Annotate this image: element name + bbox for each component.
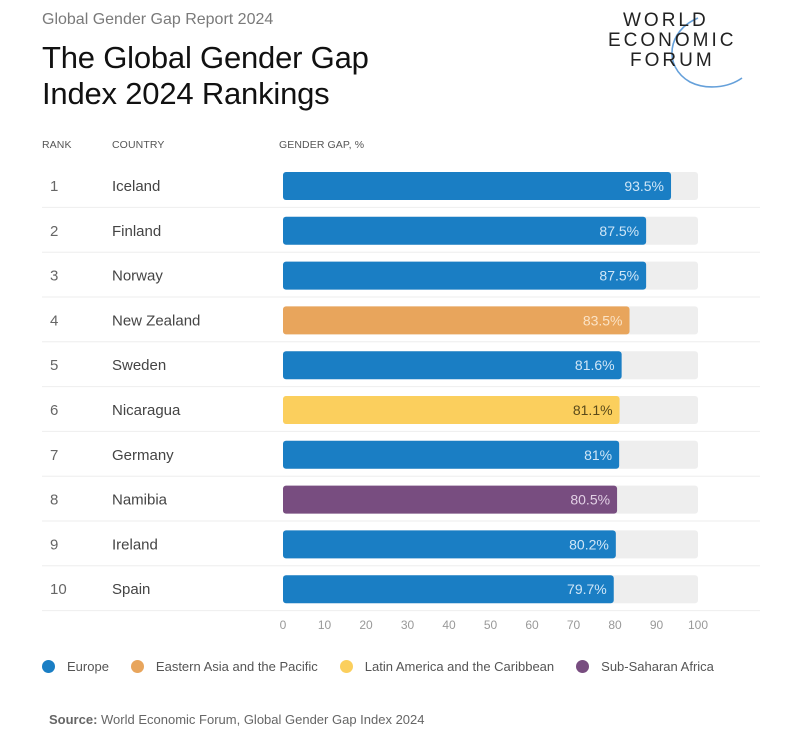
- bar-namibia: [283, 485, 618, 514]
- country-label: Ireland: [112, 536, 158, 553]
- x-tick-label: 40: [442, 618, 456, 632]
- rank-label: 8: [50, 492, 58, 509]
- rank-label: 7: [50, 447, 58, 464]
- logo-line-1: WORLD: [623, 10, 709, 31]
- bar-value-label: 80.5%: [570, 492, 610, 508]
- rank-label: 4: [50, 312, 58, 329]
- bar-chart: 1 Iceland 93.5% 2 Finland 87.5% 3 Norway 87.5% 4 N…: [42, 172, 760, 632]
- legend-dot-icon: [130, 660, 144, 673]
- x-tick-label: 30: [401, 618, 415, 632]
- bar-value-label: 87.5%: [599, 268, 639, 284]
- column-header-rank: RANK: [42, 139, 72, 151]
- country-label: Sweden: [112, 357, 166, 374]
- country-label: Nicaragua: [112, 402, 181, 419]
- legend-item-ssa: Sub-Saharan Africa: [576, 659, 714, 674]
- bar-finland: [283, 216, 647, 245]
- legend-label: Europe: [67, 659, 109, 674]
- country-label: Norway: [112, 268, 163, 285]
- x-tick-label: 10: [318, 618, 332, 632]
- bar-germany: [283, 440, 620, 469]
- chart-title-line-2: Index 2024 Rankings: [42, 76, 330, 111]
- bar-iceland: [283, 172, 672, 200]
- chart-title: The Global Gender Gap Index 2024 Ranking…: [42, 40, 369, 112]
- bar-norway: [283, 261, 647, 290]
- logo-line-2: ECONOMIC: [608, 30, 737, 51]
- bar-nicaragua: [283, 396, 620, 424]
- bar-sweden: [283, 351, 622, 380]
- x-tick-label: 60: [525, 618, 539, 632]
- bar-value-label: 83.5%: [583, 312, 623, 328]
- legend-item-europe: Europe: [42, 659, 109, 674]
- source-note: Source: World Economic Forum, Global Gen…: [49, 712, 425, 727]
- rank-label: 3: [50, 268, 58, 285]
- legend-label: Eastern Asia and the Pacific: [155, 659, 318, 674]
- logo-line-3: FORUM: [630, 50, 715, 71]
- country-label: Finland: [112, 223, 161, 240]
- x-tick-label: 0: [280, 618, 287, 632]
- bar-value-label: 81%: [584, 447, 612, 463]
- legend-dot-icon: [42, 660, 55, 673]
- legend-item-latam: Latin America and the Caribbean: [339, 659, 555, 674]
- legend-dot-icon: [339, 660, 353, 673]
- legend-item-asia-pacific: Eastern Asia and the Pacific: [130, 659, 318, 674]
- bar-value-label: 87.5%: [599, 223, 639, 239]
- x-tick-label: 20: [359, 618, 373, 632]
- bar-spain: [283, 575, 614, 604]
- bar-value-label: 81.1%: [573, 402, 613, 418]
- source-text: World Economic Forum, Global Gender Gap …: [97, 712, 425, 727]
- bar-ireland: [283, 530, 616, 559]
- rank-label: 10: [50, 581, 67, 598]
- country-label: Spain: [112, 581, 150, 598]
- bar-value-label: 79.7%: [567, 581, 607, 597]
- report-subtitle: Global Gender Gap Report 2024: [42, 11, 274, 28]
- bar-value-label: 81.6%: [575, 357, 615, 373]
- legend: Europe Eastern Asia and the Pacific Latin …: [42, 659, 736, 674]
- logo-arc-icon: [671, 17, 743, 88]
- country-label: Germany: [112, 447, 174, 464]
- rank-label: 2: [50, 223, 58, 240]
- rank-label: 5: [50, 357, 58, 374]
- rank-label: 1: [50, 178, 58, 195]
- rank-label: 6: [50, 402, 58, 419]
- x-tick-label: 50: [484, 618, 498, 632]
- x-tick-label: 100: [688, 618, 708, 632]
- country-label: Namibia: [112, 492, 168, 509]
- x-tick-label: 90: [650, 618, 664, 632]
- bar-new-zealand: [283, 306, 630, 335]
- country-label: Iceland: [112, 178, 160, 195]
- legend-dot-icon: [576, 660, 590, 673]
- legend-label: Latin America and the Caribbean: [364, 659, 555, 674]
- chart-title-line-1: The Global Gender Gap: [42, 40, 369, 75]
- legend-label: Sub-Saharan Africa: [601, 659, 714, 674]
- rank-label: 9: [50, 536, 58, 553]
- wef-logo: WORLD ECONOMIC FORUM: [606, 8, 786, 98]
- column-header-country: COUNTRY: [112, 139, 165, 151]
- x-tick-label: 80: [608, 618, 622, 632]
- source-label: Source:: [49, 712, 98, 727]
- bar-value-label: 80.2%: [569, 536, 609, 552]
- bar-value-label: 93.5%: [624, 178, 664, 194]
- x-tick-label: 70: [567, 618, 581, 632]
- country-label: New Zealand: [112, 312, 200, 329]
- column-header-gender-gap: GENDER GAP, %: [279, 139, 365, 151]
